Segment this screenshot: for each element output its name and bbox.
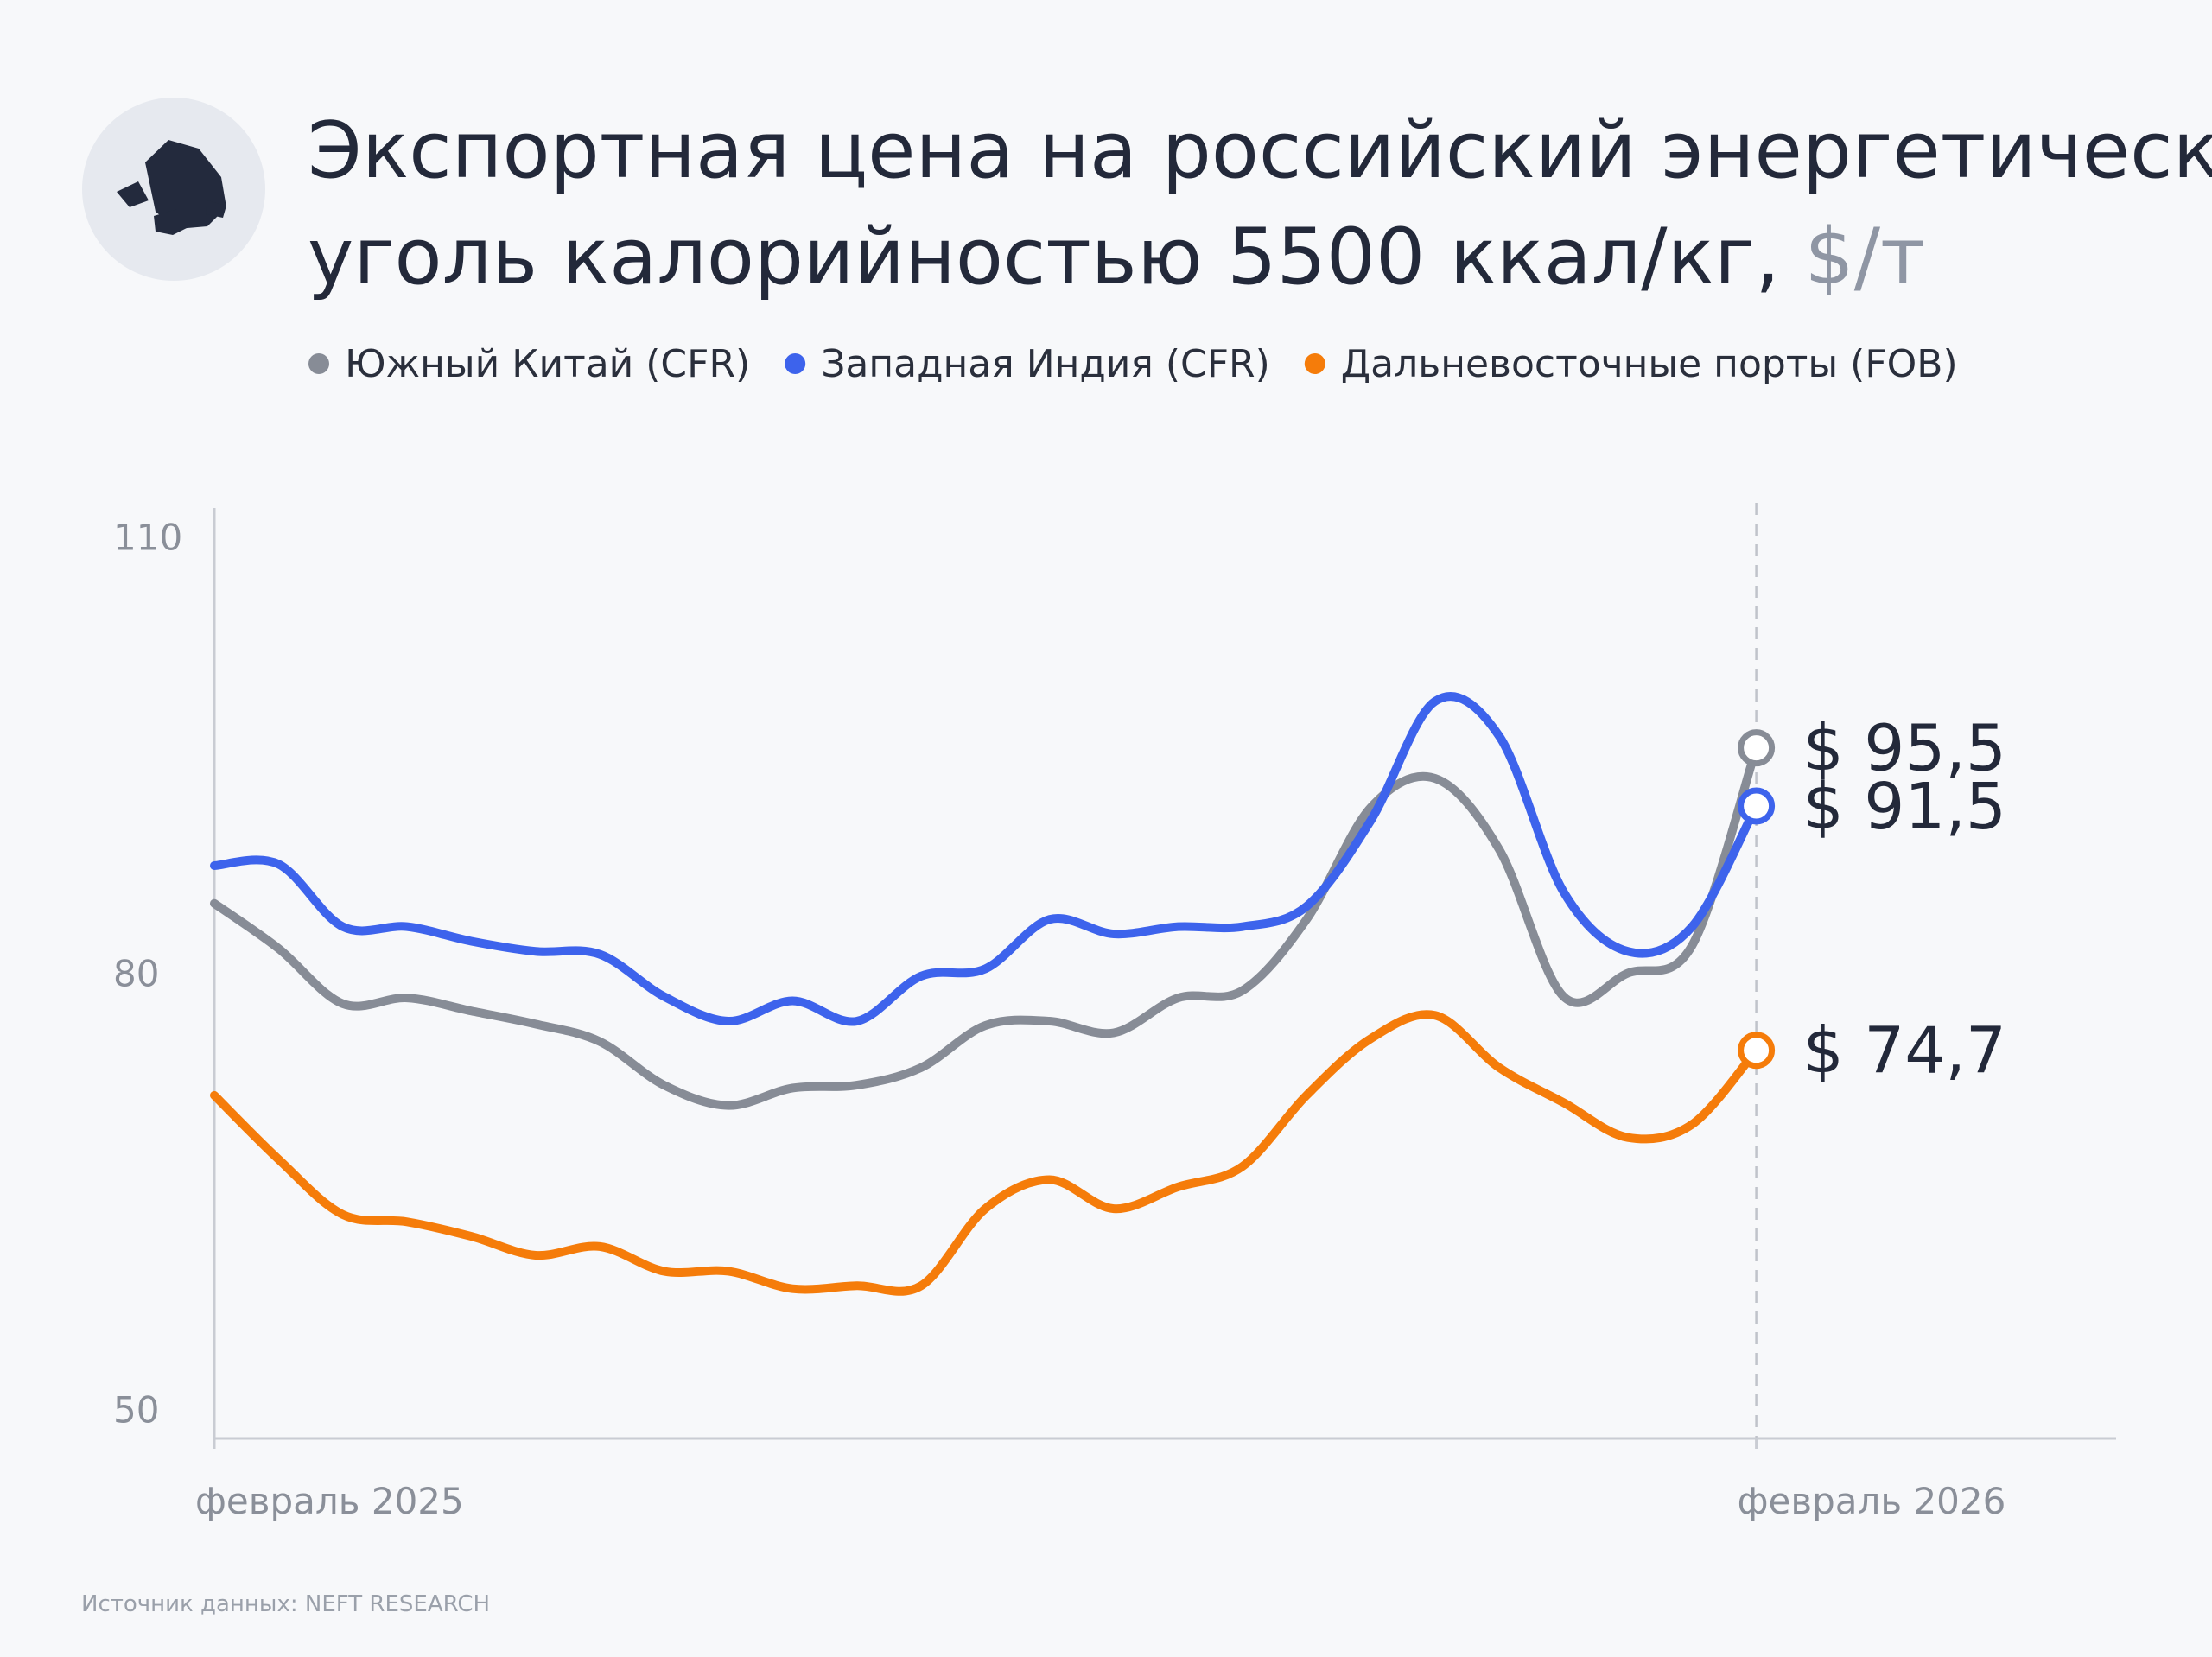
series-line (210, 1010, 1761, 1296)
y-tick-label: 50 (113, 1388, 159, 1431)
end-label: $ 91,5 (1803, 770, 2006, 844)
x-tick-label: февраль 2026 (1738, 1480, 2006, 1522)
legend-marker (308, 353, 329, 374)
end-label: $ 95,5 (1803, 712, 2006, 786)
end-marker (1738, 787, 1776, 825)
end-marker (1738, 1032, 1776, 1070)
title-line: уголь калорийностью 5500 ккал/кг, (308, 212, 1780, 302)
logo (82, 98, 265, 281)
legend-marker (785, 353, 806, 374)
title-line: Экспортная цена на российский энергетиче… (308, 105, 2212, 196)
series-line (210, 743, 1761, 1110)
title-line: уголь калорийностью 5500 ккал/кг, $/т (308, 212, 1925, 302)
legend-label: Западная Индия (CFR) (821, 342, 1270, 386)
y-tick-label: 80 (113, 953, 159, 995)
title-unit: $/т (1804, 212, 1925, 302)
source: Источник данных: NEFT RESEARCH (81, 1591, 490, 1617)
end-marker (1738, 729, 1776, 767)
end-label: $ 74,7 (1803, 1014, 2006, 1089)
legend-label: Южный Китай (CFR) (345, 342, 750, 386)
series-line (210, 692, 1761, 1026)
legend-marker (1304, 353, 1325, 374)
y-tick-label: 110 (113, 517, 182, 559)
x-tick-label: февраль 2025 (195, 1480, 464, 1522)
legend-label: Дальневосточные порты (FOB) (1341, 342, 1958, 386)
